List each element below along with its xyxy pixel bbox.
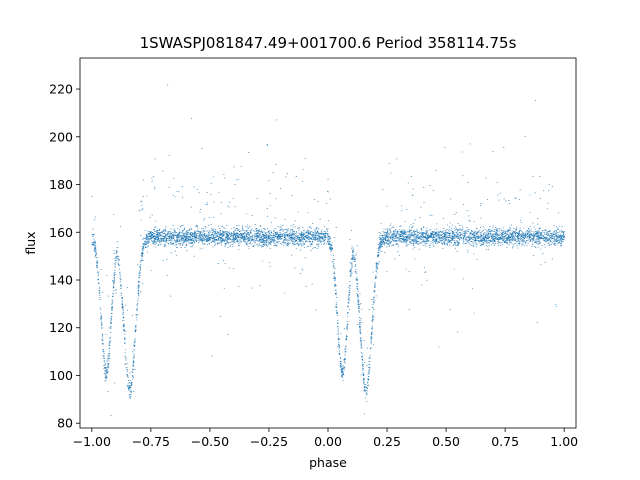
y-tick-label: 140 [49,273,73,288]
x-tick-label: 0.75 [491,434,519,449]
y-tick-label: 200 [49,129,73,144]
x-tick-label: 1.00 [550,434,578,449]
y-tick-label: 160 [49,225,73,240]
x-tick-label: −1.00 [73,434,111,449]
y-tick-label: 180 [49,177,73,192]
y-tick-label: 220 [49,82,73,97]
x-axis-label: phase [309,455,347,470]
x-tick-label: 0.00 [314,434,342,449]
x-tick-label: −0.75 [132,434,170,449]
x-tick-label: 0.50 [432,434,460,449]
y-tick-label: 100 [49,368,73,383]
chart-title: 1SWASPJ081847.49+001700.6 Period 358114.… [140,34,517,52]
y-axis-label: flux [23,231,38,254]
y-axis-ticks: 80 100 120 140 160 180 200 220 [49,82,80,431]
scatter-points [91,84,566,416]
x-tick-label: −0.50 [191,434,229,449]
y-tick-label: 120 [49,320,73,335]
x-tick-label: −0.25 [250,434,288,449]
x-axis-ticks: −1.00 −0.75 −0.50 −0.25 0.00 0.25 0.50 0.75 1.00 [73,428,578,449]
x-tick-label: 0.25 [373,434,401,449]
data-points [91,84,566,416]
y-tick-label: 80 [57,416,73,431]
